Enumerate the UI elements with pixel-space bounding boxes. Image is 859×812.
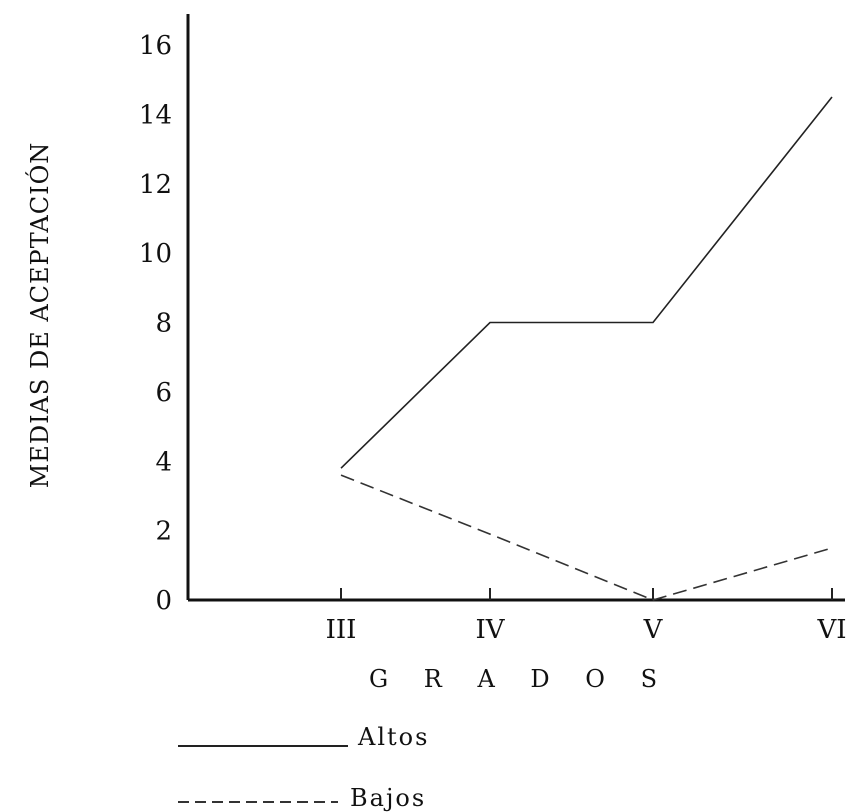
x-tick-label: III (326, 615, 357, 645)
y-tick-label: 6 (155, 378, 172, 408)
y-tick-label: 2 (155, 517, 172, 547)
x-axis-title: G R A D O S (369, 665, 671, 693)
y-axis-title: MEDIAS DE ACEPTACIÓN (25, 142, 54, 489)
x-tick-label: VI (816, 615, 846, 645)
x-tick-label: V (643, 615, 664, 645)
legend-label-bajos: Bajos (350, 784, 426, 812)
x-ticks (340, 588, 833, 600)
series-line-bajos (340, 474, 833, 601)
y-tick-label: 10 (139, 239, 172, 269)
x-tick-labels: III IV V VI (326, 615, 847, 645)
y-tick-label: 0 (155, 586, 172, 616)
y-tick-label: 4 (155, 447, 172, 477)
y-tick-label: 8 (155, 309, 172, 339)
y-tick-labels: 0 2 4 6 8 10 12 14 16 (139, 31, 172, 616)
x-tick-label: IV (475, 615, 505, 645)
y-tick-label: 14 (139, 100, 172, 130)
y-tick-label: 16 (139, 31, 172, 61)
legend-label-altos: Altos (357, 723, 429, 751)
legend: Altos Bajos (178, 723, 429, 812)
series-line-altos (340, 96, 833, 469)
y-tick-label: 12 (139, 170, 172, 200)
